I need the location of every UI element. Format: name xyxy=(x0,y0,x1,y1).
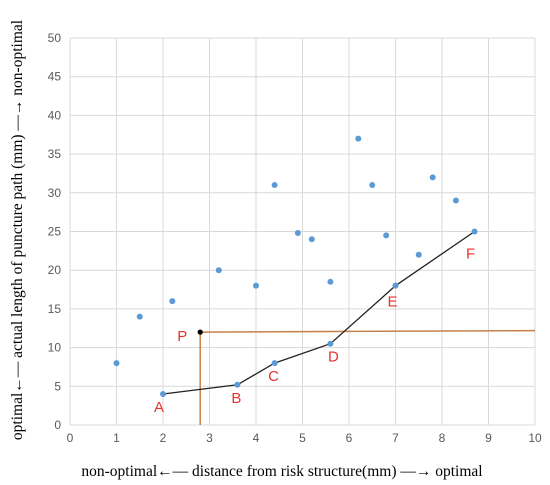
y-tick-label: 15 xyxy=(48,302,62,316)
data-point xyxy=(355,135,362,142)
grid-lines xyxy=(69,37,536,426)
point-label-c: C xyxy=(268,368,279,385)
data-point xyxy=(215,267,222,274)
y-tick-label: 5 xyxy=(54,379,61,393)
data-point xyxy=(429,174,436,181)
data-point xyxy=(392,282,399,289)
horizontal-guide-line xyxy=(200,329,536,333)
y-tick-label: 50 xyxy=(48,31,62,45)
point-label-f: F xyxy=(466,246,475,263)
y-tick-label: 35 xyxy=(48,147,62,161)
point-label-p: P xyxy=(177,328,187,345)
x-tick-label: 8 xyxy=(439,431,446,445)
data-point xyxy=(369,182,376,189)
data-point xyxy=(327,340,334,347)
point-label-e: E xyxy=(387,294,397,311)
y-tick-label: 45 xyxy=(48,70,62,84)
data-point xyxy=(327,278,334,285)
x-tick-label: 2 xyxy=(160,431,167,445)
x-tick-label: 5 xyxy=(299,431,306,445)
data-point xyxy=(253,282,259,289)
x-tick-label: 7 xyxy=(392,431,399,445)
x-tick-label: 4 xyxy=(253,431,260,445)
x-tick-label: 0 xyxy=(67,431,74,445)
data-point xyxy=(113,360,120,367)
data-points xyxy=(113,135,478,398)
point-label-a: A xyxy=(154,399,164,416)
data-point xyxy=(169,298,176,305)
x-axis-label: non-optimal←— distance from risk structu… xyxy=(81,463,482,480)
data-point xyxy=(136,313,143,320)
y-tick-label: 20 xyxy=(48,263,62,277)
data-point xyxy=(160,391,166,398)
point-label-b: B xyxy=(231,390,241,407)
data-point xyxy=(271,182,278,189)
data-point xyxy=(294,230,301,237)
guide-lines xyxy=(199,329,536,425)
y-axis-label: optimal←— actual length of puncture path… xyxy=(9,20,26,440)
frontier-line xyxy=(162,230,475,395)
y-tick-label: 25 xyxy=(48,225,62,239)
x-tick-label: 1 xyxy=(113,431,120,445)
data-point xyxy=(234,381,241,388)
y-tick-label: 40 xyxy=(48,108,62,122)
x-tick-label: 9 xyxy=(485,431,492,445)
x-tick-label: 10 xyxy=(528,431,542,445)
frontier-line-group xyxy=(162,230,475,395)
point-labels: A B C D E F P xyxy=(154,246,475,417)
y-tick-label: 10 xyxy=(48,341,62,355)
data-point xyxy=(471,228,478,235)
y-tick-label: 30 xyxy=(48,186,62,200)
data-point xyxy=(415,251,422,258)
data-point xyxy=(452,197,459,204)
data-point xyxy=(308,236,315,243)
query-point xyxy=(197,329,203,335)
point-label-d: D xyxy=(328,349,339,366)
data-point xyxy=(271,360,278,367)
data-point xyxy=(383,232,390,239)
y-tick-label: 0 xyxy=(54,418,61,432)
x-tick-label: 3 xyxy=(206,431,213,445)
x-tick-label: 6 xyxy=(346,431,353,445)
